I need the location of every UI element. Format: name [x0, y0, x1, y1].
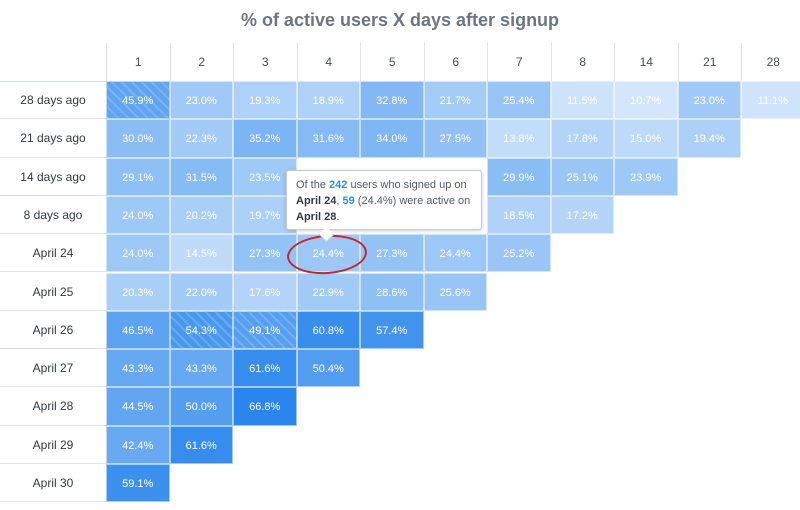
- heatmap-cell[interactable]: 27.3%: [360, 234, 424, 273]
- heatmap-cell[interactable]: 20.3%: [106, 272, 170, 311]
- heatmap-cell[interactable]: 18.5%: [487, 195, 551, 235]
- heatmap-cell[interactable]: 43.3%: [169, 349, 233, 388]
- tooltip-active-count: 59: [342, 195, 355, 207]
- heatmap-cell[interactable]: 50.0%: [169, 387, 233, 426]
- column-header-1: 1: [106, 43, 170, 81]
- heatmap-cell[interactable]: 13.8%: [487, 119, 551, 158]
- heatmap-cell[interactable]: 17.6%: [233, 272, 297, 311]
- tooltip-text-2: users who signed up on: [347, 179, 467, 191]
- heatmap-cell[interactable]: 31.6%: [296, 119, 360, 158]
- heatmap-cell[interactable]: 24.0%: [106, 234, 170, 273]
- heatmap-cell[interactable]: 25.4%: [487, 81, 551, 120]
- row-label: April 25: [0, 273, 106, 311]
- heatmap-cell[interactable]: 43.3%: [106, 349, 170, 388]
- column-header-2: 2: [169, 43, 234, 81]
- heatmap-cell[interactable]: 11.1%: [741, 81, 800, 120]
- column-header-21: 21: [677, 43, 742, 81]
- heatmap-cell[interactable]: 35.2%: [233, 119, 297, 158]
- heatmap-cell[interactable]: 21.7%: [423, 81, 487, 120]
- heatmap-cell[interactable]: 23.9%: [614, 157, 678, 196]
- row-label: April 30: [0, 464, 106, 503]
- heatmap-cell[interactable]: 18.9%: [296, 81, 360, 120]
- heatmap-cell[interactable]: 19.4%: [677, 119, 741, 158]
- row-label: 14 days ago: [0, 158, 106, 196]
- heatmap-cell[interactable]: 10.7%: [614, 81, 678, 120]
- heatmap-cell[interactable]: 31.5%: [169, 157, 233, 196]
- tooltip-text-5: .: [336, 211, 340, 223]
- heatmap-cell[interactable]: 20.2%: [169, 195, 233, 235]
- heatmap-cell[interactable]: 66.8%: [233, 387, 297, 426]
- row-label: 8 days ago: [0, 196, 106, 235]
- heatmap-cell[interactable]: 24.4%: [423, 234, 487, 273]
- heatmap-cell[interactable]: 61.6%: [169, 425, 233, 464]
- tooltip-signup-date: April 24: [296, 195, 337, 207]
- heatmap-cell[interactable]: 49.1%: [233, 310, 297, 350]
- heatmap-cell[interactable]: 45.9%: [106, 81, 170, 120]
- tooltip-user-count: 242: [329, 179, 348, 191]
- tooltip-text-4: (24.4%) were active on: [354, 195, 471, 207]
- heatmap-cell[interactable]: 22.0%: [169, 272, 233, 311]
- heatmap-cell[interactable]: 59.1%: [106, 464, 170, 503]
- heatmap-cell[interactable]: 14.5%: [169, 234, 233, 273]
- heatmap-cell[interactable]: 23.0%: [677, 81, 741, 120]
- heatmap-cell[interactable]: 57.4%: [360, 310, 424, 350]
- row-label: April 28: [0, 387, 106, 426]
- row-label: 28 days ago: [0, 81, 106, 120]
- column-header-4: 4: [296, 43, 361, 81]
- row-label: 21 days ago: [0, 119, 106, 158]
- heatmap-cell[interactable]: 23.0%: [169, 81, 233, 120]
- row-label: April 29: [0, 426, 106, 464]
- heatmap-cell[interactable]: 25.1%: [550, 157, 614, 196]
- heatmap-cell[interactable]: 61.6%: [233, 349, 297, 388]
- heatmap-cell[interactable]: 27.5%: [423, 119, 487, 158]
- heatmap-cell[interactable]: 50.4%: [296, 349, 360, 388]
- heatmap-cell[interactable]: 19.7%: [233, 195, 297, 235]
- heatmap-cell[interactable]: 27.3%: [233, 234, 297, 273]
- heatmap-cell[interactable]: 44.5%: [106, 387, 170, 426]
- heatmap-cell[interactable]: 30.0%: [106, 119, 170, 158]
- chart-title: % of active users X days after signup: [240, 10, 560, 30]
- heatmap-cell[interactable]: 24.4%: [296, 234, 360, 273]
- heatmap-cell[interactable]: 17.2%: [550, 195, 614, 235]
- tooltip-text-1: Of the: [296, 179, 330, 191]
- heatmap-cell[interactable]: 29.9%: [487, 157, 551, 196]
- column-header-6: 6: [423, 43, 488, 81]
- heatmap-cell[interactable]: 46.5%: [106, 310, 170, 350]
- tooltip-text-3: ,: [336, 195, 343, 207]
- heatmap-cell[interactable]: 54.3%: [169, 310, 233, 350]
- heatmap-cell[interactable]: 25.2%: [487, 234, 551, 273]
- column-header-7: 7: [487, 43, 551, 81]
- cell-tooltip: Of the 242 users who signed up on April …: [286, 170, 482, 230]
- heatmap-cell[interactable]: 42.4%: [106, 425, 170, 464]
- column-header-28: 28: [741, 43, 800, 81]
- heatmap-cell[interactable]: 32.8%: [360, 81, 424, 120]
- tooltip-active-date: April 28: [296, 211, 337, 223]
- heatmap-cell[interactable]: 17.8%: [550, 119, 614, 158]
- heatmap-cell[interactable]: 22.3%: [169, 119, 233, 158]
- column-header-5: 5: [360, 43, 424, 81]
- heatmap-cell[interactable]: 25.6%: [423, 272, 487, 311]
- heatmap-cell[interactable]: 60.8%: [296, 310, 360, 350]
- heatmap-cell[interactable]: 34.0%: [360, 119, 424, 158]
- heatmap-cell[interactable]: 28.6%: [360, 272, 424, 311]
- heatmap-cell[interactable]: 19.3%: [233, 81, 297, 120]
- heatmap-cell[interactable]: 24.0%: [106, 195, 170, 235]
- column-header-3: 3: [233, 43, 297, 81]
- column-header-14: 14: [614, 43, 678, 81]
- heatmap-cell[interactable]: 29.1%: [106, 157, 170, 196]
- column-header-row: 1 2 3 4 5 6 7 8 14 21 28: [0, 43, 800, 82]
- row-label: April 27: [0, 349, 106, 388]
- row-label: April 24: [0, 234, 106, 273]
- heatmap-cell[interactable]: 15.0%: [614, 119, 678, 158]
- heatmap-cell[interactable]: 22.9%: [296, 272, 360, 311]
- heatmap-cell[interactable]: 11.5%: [550, 81, 614, 120]
- column-header-8: 8: [550, 43, 615, 81]
- heatmap-cell[interactable]: 23.5%: [233, 157, 297, 196]
- row-label: April 26: [0, 311, 106, 350]
